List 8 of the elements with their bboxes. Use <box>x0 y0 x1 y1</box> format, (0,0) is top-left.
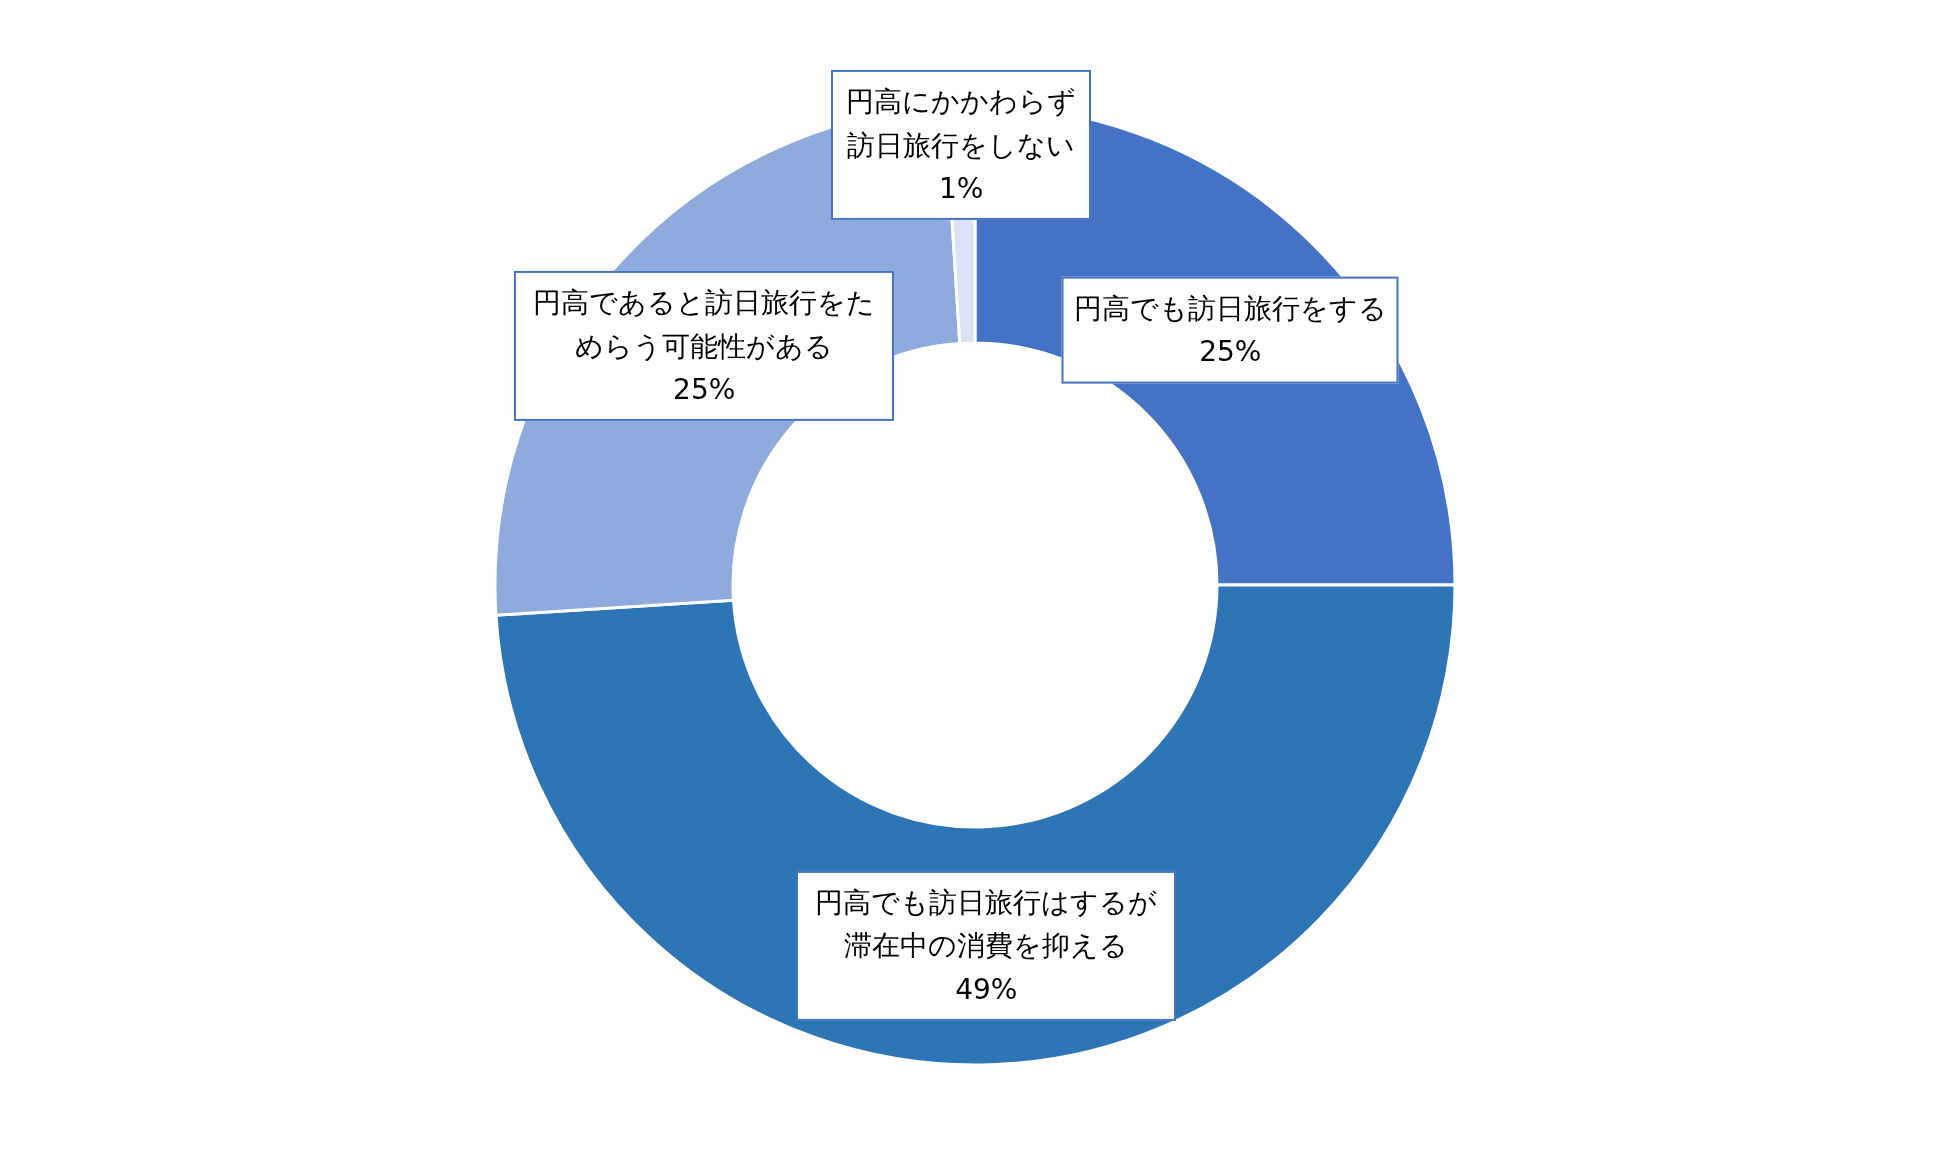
slice-label: 円高にかかわらず訪日旅行をしない <box>845 84 1078 164</box>
data-label: 49% <box>954 971 1019 1008</box>
data-label: 25% <box>672 371 737 408</box>
slice-label: 円高でも訪日旅行をする <box>1073 290 1387 327</box>
slice-label: 円高でも訪日旅行はするが滞在中の消費を抑える <box>814 884 1159 965</box>
slice-label: 円高であると訪日旅行をためらう可能性がある <box>532 285 877 365</box>
data-label: 25% <box>1198 333 1263 370</box>
data-label: 1% <box>937 170 985 207</box>
